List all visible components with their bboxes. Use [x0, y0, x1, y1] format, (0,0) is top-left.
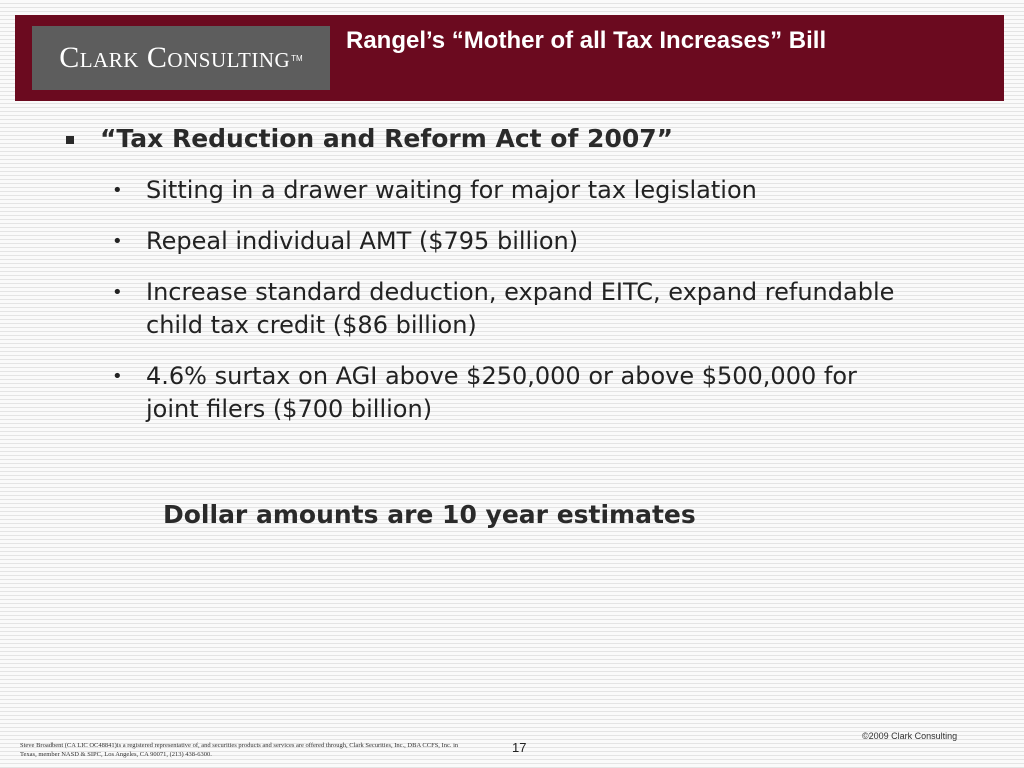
- sub-bullet-text: Sitting in a drawer waiting for major ta…: [146, 176, 757, 204]
- company-logo: Clark Consulting TM: [32, 26, 330, 90]
- estimate-note: Dollar amounts are 10 year estimates: [163, 500, 696, 529]
- copyright-text: ©2009 Clark Consulting: [862, 731, 958, 741]
- sub-bullet-text: 4.6% surtax on AGI above $250,000 or abo…: [146, 362, 857, 423]
- main-bullet-text: “Tax Reduction and Reform Act of 2007”: [100, 124, 674, 153]
- dot-bullet-icon: •: [112, 231, 123, 252]
- disclaimer-text: Steve Broadbent (CA LIC OC48841)is a reg…: [20, 742, 459, 758]
- dot-bullet-icon: •: [112, 180, 123, 201]
- sub-bullet: • Repeal individual AMT ($795 billion): [112, 225, 912, 258]
- logo-trademark: TM: [291, 53, 303, 63]
- sub-bullet-list: • Sitting in a drawer waiting for major …: [112, 174, 912, 444]
- square-bullet-icon: [66, 136, 74, 144]
- slide-title: Rangel’s “Mother of all Tax Increases” B…: [346, 27, 827, 54]
- sub-bullet: • Sitting in a drawer waiting for major …: [112, 174, 912, 207]
- header-bar: Clark Consulting TM Rangel’s “Mother of a…: [15, 15, 1004, 101]
- sub-bullet: • Increase standard deduction, expand EI…: [112, 276, 912, 342]
- page-number: 17: [512, 740, 527, 755]
- dot-bullet-icon: •: [112, 366, 123, 387]
- sub-bullet: • 4.6% surtax on AGI above $250,000 or a…: [112, 360, 912, 426]
- dot-bullet-icon: •: [112, 282, 123, 303]
- logo-text: Clark Consulting: [59, 41, 291, 74]
- sub-bullet-text: Increase standard deduction, expand EITC…: [146, 278, 895, 339]
- sub-bullet-text: Repeal individual AMT ($795 billion): [146, 227, 579, 255]
